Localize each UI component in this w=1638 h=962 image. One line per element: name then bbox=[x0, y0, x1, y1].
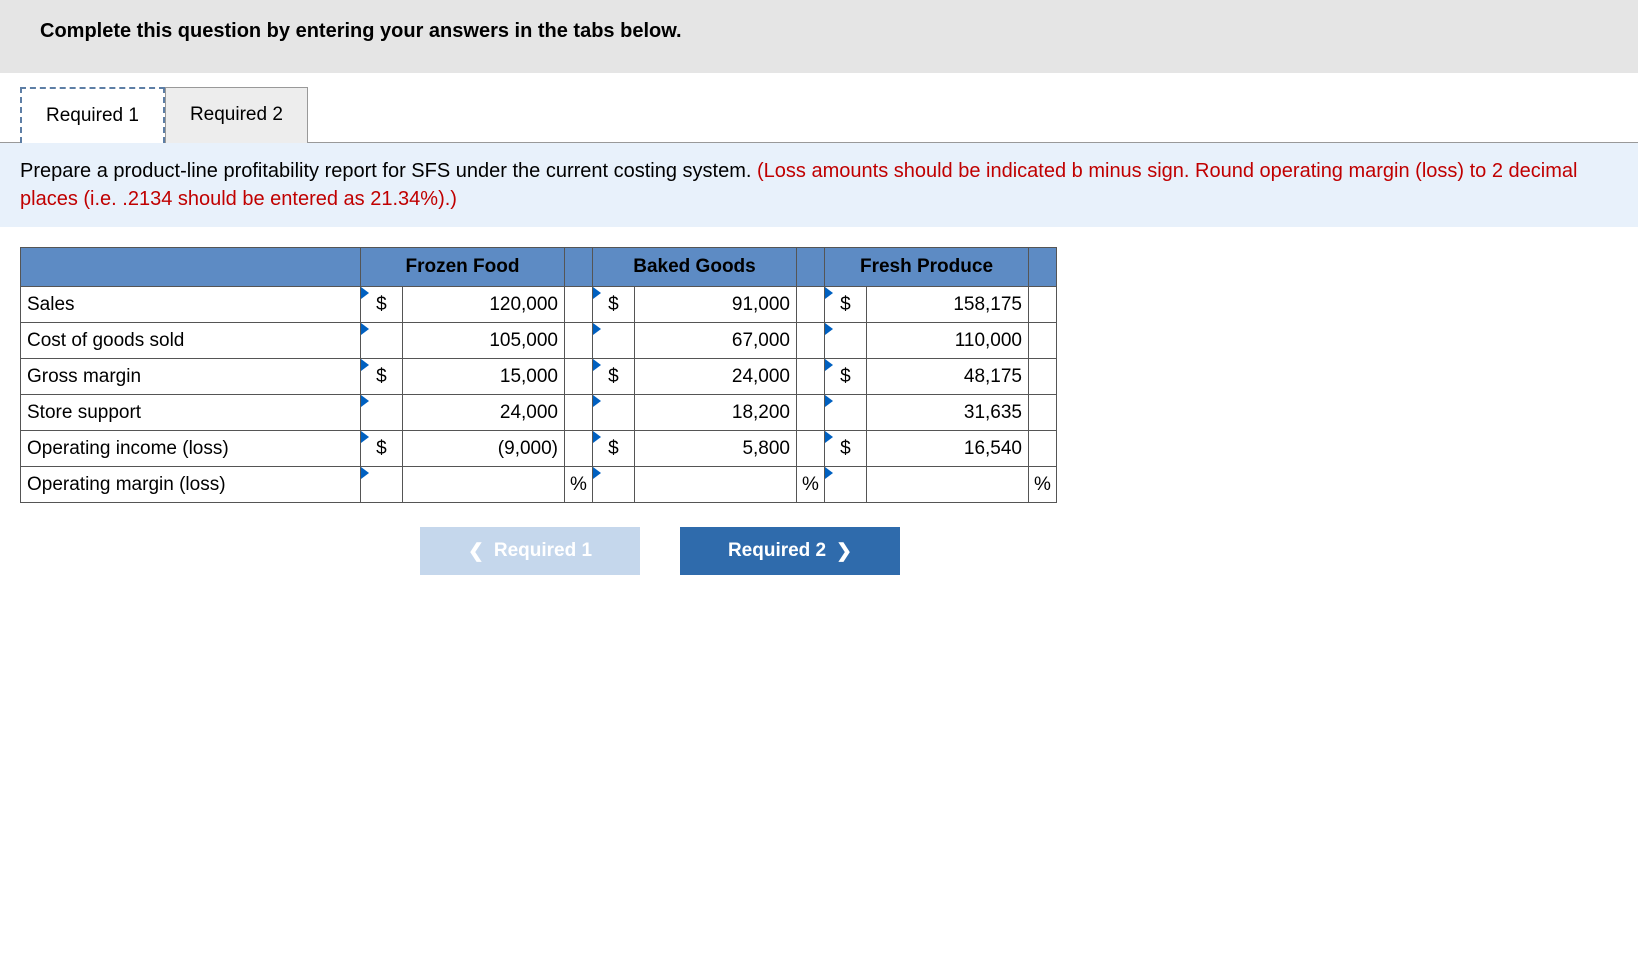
currency-cell[interactable] bbox=[593, 395, 635, 431]
value-cell[interactable]: 24,000 bbox=[634, 359, 796, 395]
table-row: Sales$120,000$91,000$158,175 bbox=[21, 287, 1057, 323]
header-col-3: Fresh Produce bbox=[825, 248, 1029, 287]
value-cell[interactable]: 91,000 bbox=[634, 287, 796, 323]
currency-cell[interactable] bbox=[361, 467, 403, 503]
unit-cell bbox=[1029, 395, 1057, 431]
row-label: Cost of goods sold bbox=[21, 323, 361, 359]
unit-cell bbox=[797, 431, 825, 467]
value-cell[interactable]: 67,000 bbox=[634, 323, 796, 359]
value-cell[interactable]: 158,175 bbox=[866, 287, 1028, 323]
prompt-text: Prepare a product-line profitability rep… bbox=[20, 160, 757, 182]
row-label: Sales bbox=[21, 287, 361, 323]
currency-cell[interactable] bbox=[825, 467, 867, 503]
table-row: Gross margin$15,000$24,000$48,175 bbox=[21, 359, 1057, 395]
currency-cell[interactable]: $ bbox=[361, 431, 403, 467]
unit-cell bbox=[1029, 359, 1057, 395]
unit-cell bbox=[565, 359, 593, 395]
value-cell[interactable]: 24,000 bbox=[402, 395, 564, 431]
next-button[interactable]: Required 2 ❯ bbox=[680, 527, 900, 575]
value-cell[interactable]: 120,000 bbox=[402, 287, 564, 323]
row-label: Operating margin (loss) bbox=[21, 467, 361, 503]
header-col-1: Frozen Food bbox=[361, 248, 565, 287]
currency-cell[interactable]: $ bbox=[593, 287, 635, 323]
tab-required-1[interactable]: Required 1 bbox=[20, 87, 165, 143]
currency-cell[interactable]: $ bbox=[361, 359, 403, 395]
value-cell[interactable]: 31,635 bbox=[866, 395, 1028, 431]
row-label: Operating income (loss) bbox=[21, 431, 361, 467]
nav-buttons: ❮ Required 1 Required 2 ❯ bbox=[420, 527, 1638, 575]
header-unit-1 bbox=[565, 248, 593, 287]
header-blank bbox=[21, 248, 361, 287]
profitability-table-wrap: Frozen Food Baked Goods Fresh Produce Sa… bbox=[20, 247, 1638, 503]
unit-cell: % bbox=[1029, 467, 1057, 503]
header-col-3-label: Fresh Produce bbox=[860, 256, 993, 277]
currency-cell[interactable] bbox=[825, 395, 867, 431]
table-row: Store support 24,000 18,200 31,635 bbox=[21, 395, 1057, 431]
row-label: Gross margin bbox=[21, 359, 361, 395]
instruction-header-text: Complete this question by entering your … bbox=[40, 20, 682, 42]
header-col-1-label: Frozen Food bbox=[406, 256, 520, 277]
table-header-row: Frozen Food Baked Goods Fresh Produce bbox=[21, 248, 1057, 287]
tab-label: Required 1 bbox=[46, 105, 139, 126]
currency-cell[interactable] bbox=[593, 467, 635, 503]
chevron-left-icon: ❮ bbox=[468, 540, 484, 563]
unit-cell bbox=[1029, 287, 1057, 323]
value-cell[interactable]: 16,540 bbox=[866, 431, 1028, 467]
header-col-2: Baked Goods bbox=[593, 248, 797, 287]
unit-cell bbox=[1029, 431, 1057, 467]
unit-cell bbox=[797, 359, 825, 395]
value-cell[interactable]: 15,000 bbox=[402, 359, 564, 395]
header-unit-3 bbox=[1029, 248, 1057, 287]
table-row: Cost of goods sold 105,000 67,000 110,000 bbox=[21, 323, 1057, 359]
tab-label: Required 2 bbox=[190, 104, 283, 125]
currency-cell[interactable] bbox=[593, 323, 635, 359]
currency-cell[interactable] bbox=[825, 323, 867, 359]
value-cell[interactable] bbox=[634, 467, 796, 503]
row-label: Store support bbox=[21, 395, 361, 431]
question-prompt: Prepare a product-line profitability rep… bbox=[0, 142, 1638, 227]
unit-cell bbox=[797, 287, 825, 323]
header-col-2-label: Baked Goods bbox=[633, 256, 755, 277]
instruction-header: Complete this question by entering your … bbox=[0, 0, 1638, 73]
tabs: Required 1 Required 2 bbox=[20, 87, 1638, 143]
prev-button-label: Required 1 bbox=[494, 540, 592, 562]
unit-cell bbox=[565, 287, 593, 323]
currency-cell[interactable] bbox=[361, 323, 403, 359]
currency-cell[interactable]: $ bbox=[361, 287, 403, 323]
header-unit-2 bbox=[797, 248, 825, 287]
currency-cell[interactable]: $ bbox=[825, 287, 867, 323]
profitability-table: Frozen Food Baked Goods Fresh Produce Sa… bbox=[20, 247, 1057, 503]
currency-cell[interactable] bbox=[361, 395, 403, 431]
unit-cell: % bbox=[797, 467, 825, 503]
value-cell[interactable]: 105,000 bbox=[402, 323, 564, 359]
value-cell[interactable]: (9,000) bbox=[402, 431, 564, 467]
currency-cell[interactable]: $ bbox=[593, 359, 635, 395]
unit-cell bbox=[565, 323, 593, 359]
table-row: Operating income (loss)$(9,000)$5,800$16… bbox=[21, 431, 1057, 467]
next-button-label: Required 2 bbox=[728, 540, 826, 562]
chevron-right-icon: ❯ bbox=[836, 540, 852, 563]
value-cell[interactable]: 48,175 bbox=[866, 359, 1028, 395]
value-cell[interactable] bbox=[402, 467, 564, 503]
unit-cell bbox=[565, 395, 593, 431]
unit-cell bbox=[565, 431, 593, 467]
table-row: Operating margin (loss)%%% bbox=[21, 467, 1057, 503]
unit-cell bbox=[797, 395, 825, 431]
currency-cell[interactable]: $ bbox=[825, 431, 867, 467]
currency-cell[interactable]: $ bbox=[593, 431, 635, 467]
prev-button: ❮ Required 1 bbox=[420, 527, 640, 575]
value-cell[interactable]: 110,000 bbox=[866, 323, 1028, 359]
value-cell[interactable]: 18,200 bbox=[634, 395, 796, 431]
value-cell[interactable]: 5,800 bbox=[634, 431, 796, 467]
currency-cell[interactable]: $ bbox=[825, 359, 867, 395]
value-cell[interactable] bbox=[866, 467, 1028, 503]
unit-cell bbox=[1029, 323, 1057, 359]
unit-cell: % bbox=[565, 467, 593, 503]
tab-required-2[interactable]: Required 2 bbox=[165, 87, 308, 143]
unit-cell bbox=[797, 323, 825, 359]
